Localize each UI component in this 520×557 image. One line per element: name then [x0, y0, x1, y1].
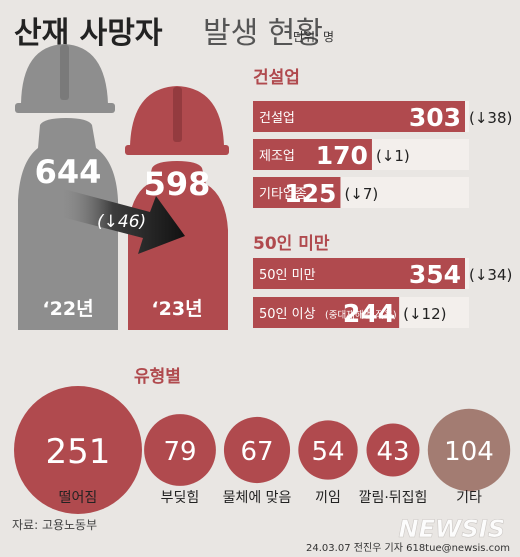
title-light: 발생 현황: [203, 16, 323, 51]
size-bars: 50인 미만 354 (↓34) 50인 이상 (중대재해법 적용)244 (↓12): [253, 258, 512, 328]
type-bubble: [144, 414, 216, 486]
body-2023: [128, 161, 228, 330]
type-bubble: [223, 416, 291, 484]
type-bubble-value: 79: [163, 437, 196, 467]
size-bar-value: 244: [343, 299, 395, 328]
type-bubble-value: 54: [311, 437, 344, 467]
section-title-size: 50인 미만: [253, 234, 330, 254]
type-bubble-value: 104: [444, 437, 494, 467]
size-bar: [253, 258, 465, 289]
helmet-ridge-2022: [60, 45, 69, 100]
type-bubble-label: 기타: [456, 490, 482, 506]
industry-bar-change: (↓1): [376, 147, 410, 165]
industry-bar-label: 기타업종: [259, 187, 307, 202]
size-bar-change: (↓12): [403, 305, 446, 323]
newsis-logo: NEWSIS: [399, 515, 505, 543]
type-bubble-label: 부딪힘: [161, 490, 200, 506]
decrease-arrow: [54, 188, 185, 254]
helmet-ridge-2023: [173, 87, 182, 142]
industry-bar-value: 125: [284, 179, 336, 208]
type-bubbles: 251 떨어짐 79 부딪힘 67 물체에 맞음 54 끼임 43 깔림·뒤집힘 104 기타: [14, 386, 511, 514]
industry-bar-label: 건설업: [259, 111, 295, 126]
size-bar: [253, 297, 400, 328]
worker-2023-figure: [125, 86, 229, 330]
type-bubble-label: 끼임: [315, 490, 341, 506]
industry-bar-label: 제조업: [259, 149, 295, 164]
industry-bar: [253, 139, 372, 170]
type-bubble-label: 깔림·뒤집힘: [359, 490, 428, 506]
helmet-brim-2022: [15, 103, 115, 113]
body-2022: [18, 118, 118, 330]
value-2022: 644: [35, 153, 102, 191]
type-bubble-value: 43: [376, 437, 409, 467]
size-bar-label: 50인 이상: [259, 307, 316, 322]
helmet-brim-2023: [125, 145, 229, 155]
industry-bar: [253, 177, 341, 208]
industry-bar-change: (↓7): [344, 185, 378, 203]
type-bubble-value: 67: [240, 437, 273, 467]
industry-bar-value: 303: [409, 103, 461, 132]
year-2022: ‘22년: [42, 298, 93, 320]
year-2023: ‘23년: [151, 298, 202, 320]
type-bubble-label: 떨어짐: [59, 490, 98, 506]
size-bar-label: 50인 미만: [259, 268, 316, 283]
industry-bar-change: (↓38): [469, 109, 512, 127]
size-bar-change: (↓34): [469, 266, 512, 284]
industry-bar-value: 170: [316, 141, 368, 170]
type-bubble: [298, 420, 358, 480]
section-title-industry: 건설업: [253, 68, 300, 88]
decrease-label: (↓46): [97, 212, 146, 232]
credit-label: 24.03.07 전진우 기자 618tue@newsis.com: [306, 542, 510, 554]
type-bubble-value: 251: [46, 432, 111, 472]
worker-2022-figure: [15, 44, 118, 330]
source-label: 자료: 고용노동부: [12, 518, 97, 532]
type-bubble: [366, 423, 420, 477]
size-bar-note: (중대재해법 적용): [325, 309, 397, 321]
section-title-type: 유형별: [134, 366, 181, 387]
unit-label: 단위: 명: [293, 30, 334, 44]
value-2023: 598: [144, 165, 211, 203]
type-bubble: [427, 408, 511, 492]
type-bubble-label: 물체에 맞음: [223, 490, 292, 506]
type-bubble: [14, 386, 142, 514]
industry-bar: [253, 101, 465, 132]
size-bar-value: 354: [409, 260, 461, 289]
title: 산재 사망자: [14, 16, 163, 51]
